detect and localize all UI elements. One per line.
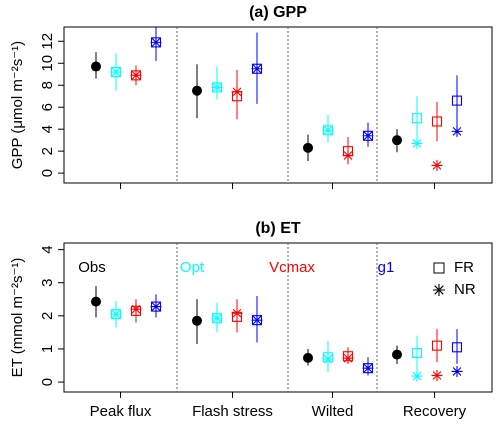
- y-tick-label: 8: [39, 81, 56, 89]
- y-tick-label: 12: [39, 33, 56, 50]
- obs-point: [192, 85, 202, 96]
- y-tick-label: 0: [39, 169, 56, 177]
- legend-label: g1: [378, 259, 395, 276]
- nr-marker: [231, 86, 243, 98]
- nr-marker: [322, 353, 334, 365]
- x-tick-label: Flash stress: [192, 403, 273, 420]
- nr-marker-shape: [130, 69, 142, 81]
- nr-marker: [251, 314, 263, 326]
- legend-label: Opt: [180, 259, 205, 276]
- obs-point: [392, 349, 402, 360]
- nr-marker: [342, 150, 354, 162]
- nr-marker-shape: [362, 130, 374, 142]
- y-axis-label: ET (mmol m⁻²s⁻¹): [9, 258, 26, 378]
- plot-frame: [63, 26, 493, 184]
- y-tick-label: 6: [39, 103, 56, 111]
- nr-marker-shape: [251, 314, 263, 326]
- nr-marker-shape: [431, 369, 443, 381]
- panel-title: (b) ET: [255, 220, 301, 237]
- y-tick-label: 1: [39, 345, 56, 353]
- nr-marker: [342, 352, 354, 364]
- nr-marker-shape: [251, 63, 263, 75]
- nr-marker-shape: [231, 307, 243, 319]
- plot-frame: [63, 242, 493, 393]
- nr-marker-shape: [211, 81, 223, 93]
- nr-marker-shape: [130, 303, 142, 315]
- nr-marker: [211, 81, 223, 93]
- panel-title: (a) GPP: [249, 4, 307, 21]
- y-tick-label: 2: [39, 147, 56, 155]
- nr-marker-shape: [322, 124, 334, 136]
- x-tick-label: Wilted: [312, 403, 354, 420]
- nr-marker-shape: [342, 352, 354, 364]
- nr-marker-shape: [211, 312, 223, 324]
- nr-marker-shape: [362, 362, 374, 374]
- nr-marker: [411, 370, 423, 382]
- fr-marker: [431, 116, 443, 127]
- legend-nr-symbol: [433, 284, 445, 296]
- y-tick-label: 4: [39, 245, 56, 253]
- nr-marker: [411, 137, 423, 149]
- nr-marker: [130, 69, 142, 81]
- nr-marker: [431, 159, 443, 171]
- nr-marker-shape: [150, 36, 162, 48]
- nr-marker: [251, 63, 263, 75]
- nr-marker: [150, 36, 162, 48]
- nr-marker-shape: [342, 150, 354, 162]
- nr-marker-shape: [110, 308, 122, 320]
- fr-marker: [451, 342, 463, 353]
- nr-marker: [431, 369, 443, 381]
- legend-label: Obs: [78, 259, 106, 276]
- y-tick-label: 0: [39, 378, 56, 386]
- obs-point: [91, 296, 101, 307]
- nr-marker: [110, 66, 122, 78]
- obs-point: [303, 352, 313, 363]
- nr-marker-shape: [231, 86, 243, 98]
- y-tick-label: 3: [39, 279, 56, 287]
- y-axis-label: GPP (μmol m⁻²s⁻¹): [9, 41, 26, 169]
- nr-marker: [150, 301, 162, 313]
- nr-marker-shape: [451, 125, 463, 137]
- x-tick-label: Peak flux: [90, 403, 152, 420]
- fr-marker: [411, 347, 423, 358]
- nr-marker-shape: [431, 159, 443, 171]
- obs-point: [392, 135, 402, 146]
- nr-marker-shape: [150, 301, 162, 313]
- y-tick-label: 2: [39, 312, 56, 320]
- obs-point: [192, 315, 202, 326]
- fr-marker: [431, 340, 443, 351]
- obs-point: [91, 61, 101, 72]
- legend-nr-label: NR: [454, 281, 476, 298]
- nr-marker: [231, 307, 243, 319]
- fr-marker: [451, 95, 463, 106]
- nr-marker: [451, 365, 463, 377]
- nr-marker-shape: [433, 284, 445, 296]
- y-tick-label: 4: [39, 125, 56, 133]
- legend-fr-symbol: [433, 262, 445, 274]
- nr-marker-shape: [110, 66, 122, 78]
- legend-label: Vcmax: [269, 259, 315, 276]
- nr-marker: [451, 125, 463, 137]
- nr-marker-shape: [411, 137, 423, 149]
- x-tick-label: Recovery: [403, 403, 467, 420]
- nr-marker: [362, 362, 374, 374]
- legend-fr-label: FR: [454, 259, 474, 276]
- nr-marker-shape: [322, 353, 334, 365]
- nr-marker: [211, 312, 223, 324]
- nr-marker: [362, 130, 374, 142]
- y-tick-label: 10: [39, 55, 56, 72]
- nr-marker-shape: [411, 370, 423, 382]
- nr-marker: [130, 303, 142, 315]
- obs-point: [303, 142, 313, 153]
- nr-marker-shape: [451, 365, 463, 377]
- nr-marker: [110, 308, 122, 320]
- nr-marker: [322, 124, 334, 136]
- fr-marker: [411, 113, 423, 124]
